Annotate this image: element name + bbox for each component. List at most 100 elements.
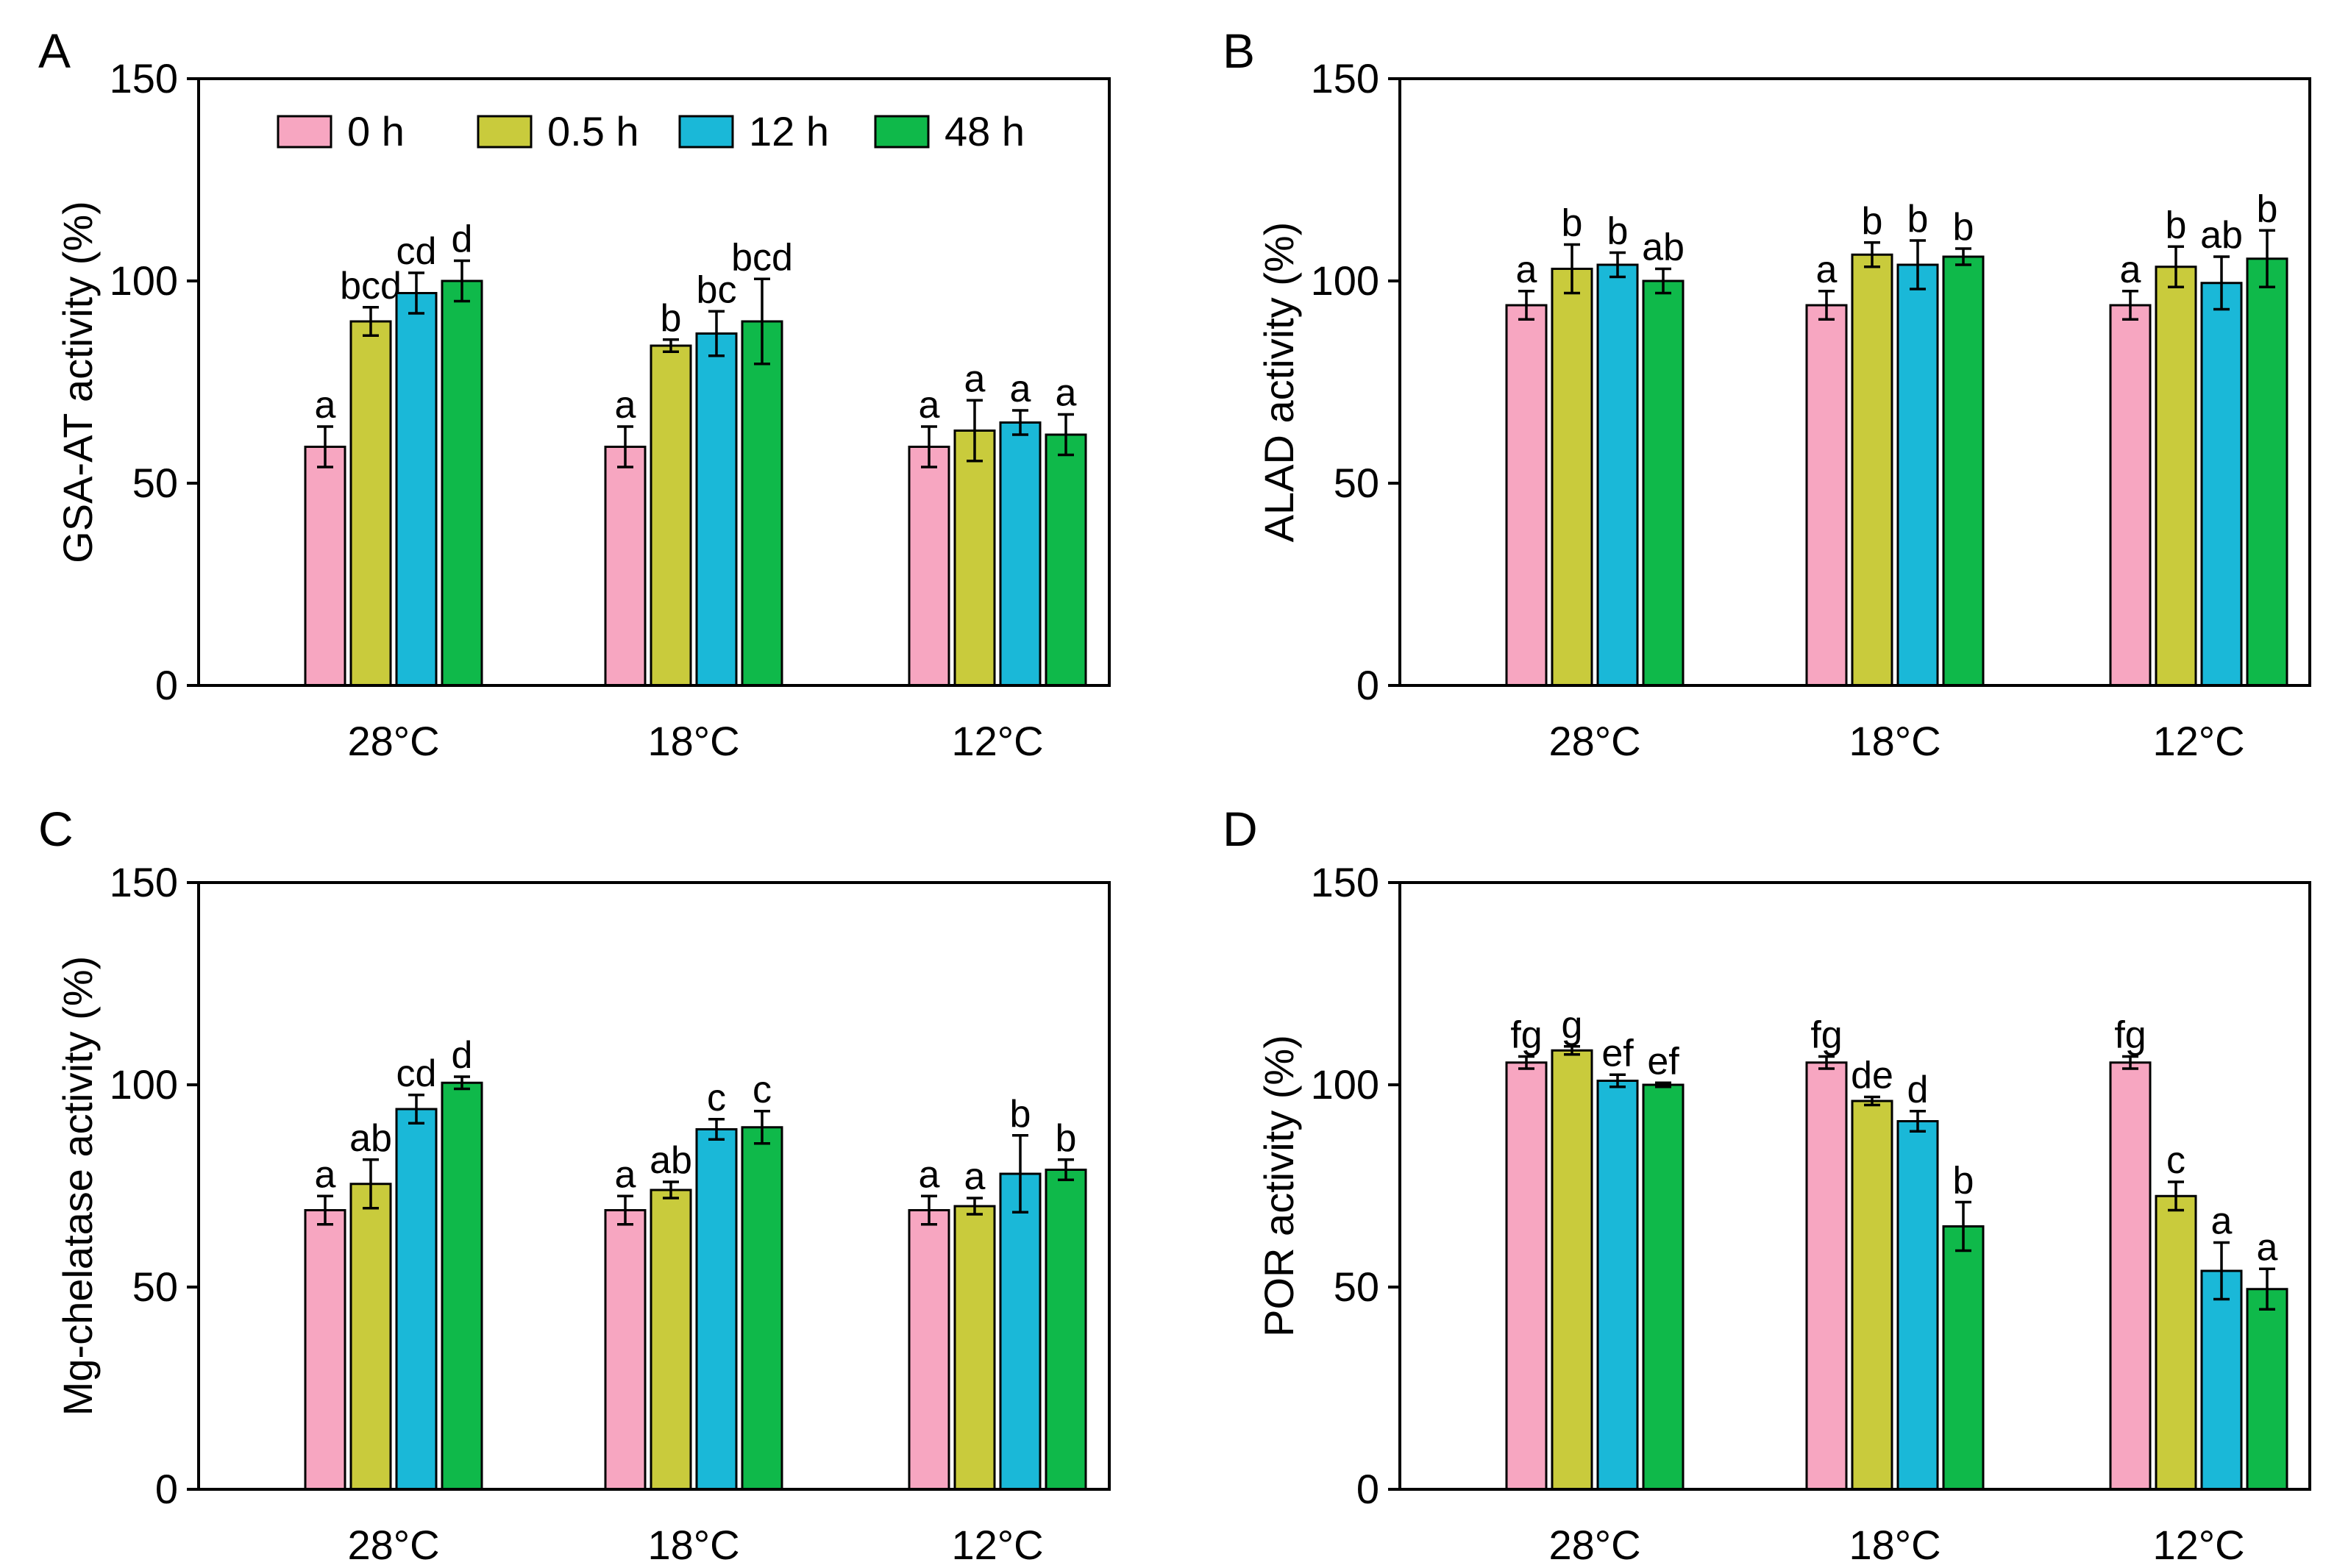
bar: [1596, 263, 1639, 687]
significance-label: ab: [650, 1139, 692, 1182]
bar: [604, 1209, 647, 1491]
y-tick-label: 0: [1356, 1466, 1379, 1512]
significance-label: b: [1010, 1093, 1031, 1136]
bar: [999, 1172, 1042, 1491]
significance-label: a: [315, 384, 336, 427]
significance-label: bc: [697, 268, 737, 311]
significance-label: b: [1953, 1160, 1974, 1202]
x-category-label: 12°C: [2152, 718, 2244, 764]
bar: [304, 446, 346, 687]
y-tick-label: 50: [132, 1264, 178, 1310]
legend-swatch: [477, 115, 533, 149]
significance-label: cd: [396, 230, 437, 273]
bar: [1942, 1225, 1985, 1491]
bar: [1551, 1049, 1593, 1491]
plot-frame: [1398, 881, 2311, 1491]
significance-label: c: [2166, 1139, 2185, 1182]
legend-swatch: [678, 115, 734, 149]
bar: [2200, 1269, 2243, 1491]
significance-label: ab: [2200, 214, 2243, 257]
bar: [1551, 268, 1593, 687]
x-category-label: 28°C: [347, 718, 439, 764]
bar: [1596, 1080, 1639, 1491]
x-category-label: 18°C: [1849, 1522, 1941, 1568]
significance-label: c: [753, 1069, 772, 1111]
bar: [2155, 266, 2197, 687]
significance-label: a: [964, 357, 986, 400]
significance-label: ab: [349, 1117, 392, 1160]
significance-label: a: [919, 1153, 940, 1196]
legend-swatch: [277, 115, 332, 149]
significance-label: a: [1056, 372, 1077, 415]
bar: [1851, 253, 1893, 687]
bar: [1045, 433, 1087, 687]
significance-label: ef: [1601, 1032, 1634, 1075]
bar: [1642, 1083, 1685, 1491]
bar: [2246, 1288, 2288, 1491]
significance-label: a: [919, 384, 940, 427]
significance-label: cd: [396, 1052, 437, 1095]
x-category-label: 28°C: [1548, 1522, 1640, 1568]
y-tick-label: 150: [1311, 859, 1379, 905]
y-tick-label: 50: [1334, 460, 1379, 506]
bar: [741, 320, 783, 687]
significance-label: bcd: [340, 265, 402, 307]
significance-label: b: [2257, 188, 2278, 230]
y-tick-label: 0: [155, 1466, 178, 1512]
bar: [2109, 304, 2152, 687]
bar: [1942, 255, 1985, 687]
bar: [1805, 1061, 1848, 1491]
y-tick-label: 0: [1356, 662, 1379, 708]
significance-label: a: [615, 1153, 636, 1196]
significance-label: a: [315, 1153, 336, 1196]
y-tick-label: 100: [110, 257, 178, 304]
bar: [349, 320, 392, 687]
significance-label: d: [1907, 1069, 1929, 1111]
bar: [604, 446, 647, 687]
significance-label: bcd: [731, 236, 793, 279]
bar: [999, 421, 1042, 687]
plot-frame: [1398, 77, 2311, 687]
bar: [2109, 1061, 2152, 1491]
x-category-label: 12°C: [2152, 1522, 2244, 1568]
significance-label: a: [964, 1155, 986, 1198]
bar: [1642, 279, 1685, 687]
bar: [395, 292, 438, 687]
bar: [2246, 257, 2288, 687]
plot-frame: [197, 77, 1111, 687]
bar: [650, 1189, 692, 1491]
y-tick-label: 50: [132, 460, 178, 506]
significance-label: a: [2211, 1200, 2233, 1243]
significance-label: b: [1562, 202, 1583, 245]
bar: [1505, 304, 1548, 687]
bar: [441, 1081, 483, 1491]
y-tick-label: 0: [155, 662, 178, 708]
significance-label: a: [615, 384, 636, 427]
significance-label: a: [1010, 368, 1031, 410]
significance-label: b: [1907, 198, 1929, 240]
y-tick-label: 100: [110, 1061, 178, 1108]
significance-label: fg: [1510, 1014, 1542, 1057]
significance-label: d: [452, 1034, 473, 1077]
y-tick-label: 100: [1311, 257, 1379, 304]
bar: [304, 1209, 346, 1491]
significance-label: a: [1816, 249, 1838, 291]
bar: [1045, 1169, 1087, 1491]
significance-label: b: [1953, 206, 1974, 249]
bar: [695, 332, 738, 687]
significance-label: a: [2257, 1226, 2278, 1269]
bar: [953, 1205, 996, 1491]
x-category-label: 28°C: [347, 1522, 439, 1568]
y-tick-label: 150: [110, 859, 178, 905]
y-tick-label: 150: [110, 55, 178, 101]
significance-label: de: [1851, 1055, 1893, 1097]
legend-label: 48 h: [945, 108, 1025, 154]
significance-label: c: [707, 1077, 726, 1119]
bar: [1896, 263, 1939, 687]
bar: [349, 1183, 392, 1491]
